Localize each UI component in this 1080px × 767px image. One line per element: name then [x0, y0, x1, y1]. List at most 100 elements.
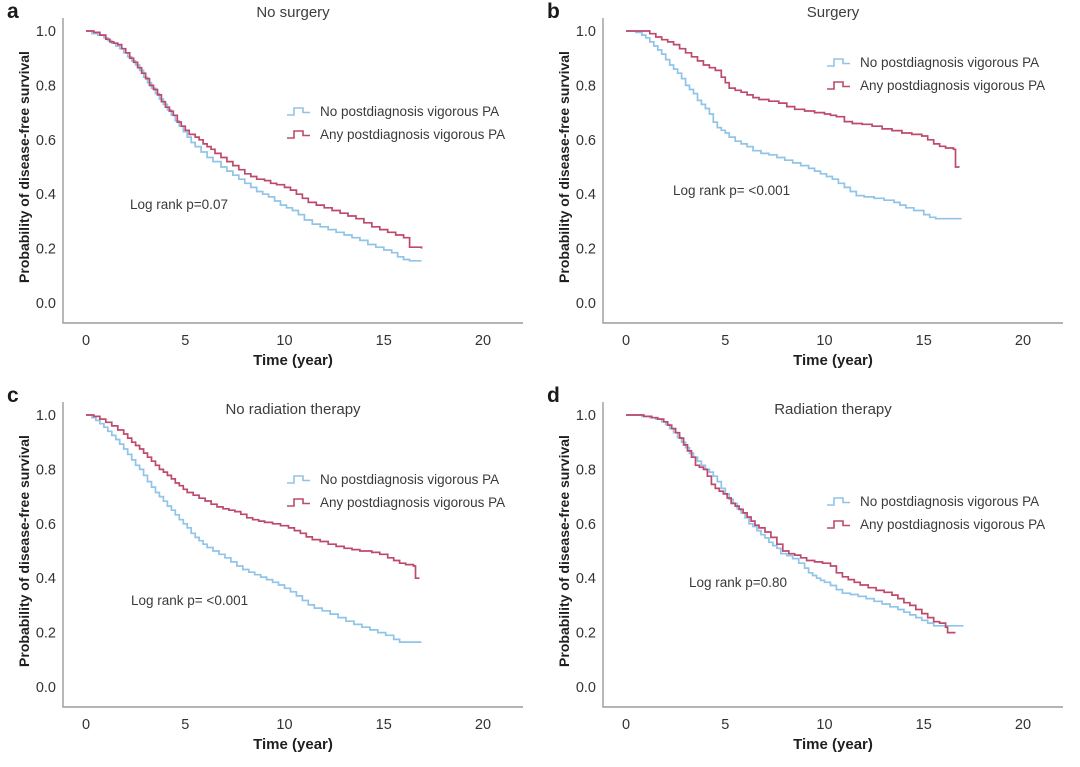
svg-text:1.0: 1.0	[576, 408, 596, 424]
panel-letter: a	[7, 0, 19, 23]
svg-text:0: 0	[82, 717, 90, 733]
log-rank-p-value: Log rank p=0.80	[689, 575, 787, 590]
svg-text:0.8: 0.8	[36, 462, 56, 478]
panel-title: No radiation therapy	[225, 401, 361, 418]
svg-text:1.0: 1.0	[36, 408, 56, 424]
legend: No postdiagnosis vigorous PA Any postdia…	[286, 100, 505, 146]
km-plot-no-surgery: 1.0 0.8 0.6 0.4 0.2 0.0 0 5 10 15 20	[36, 18, 523, 349]
legend: No postdiagnosis vigorous PA Any postdia…	[826, 51, 1045, 97]
legend-label: Any postdiagnosis vigorous PA	[320, 127, 506, 142]
panel-surgery: 1.0 0.8 0.6 0.4 0.2 0.0 0 5 10 15 20 b Surgery Pro…	[540, 0, 1080, 383]
legend-label: No postdiagnosis vigorous PA	[860, 55, 1040, 70]
y-axis-label: Probability of disease-free survival	[556, 51, 572, 283]
legend-item-any-pa: Any postdiagnosis vigorous PA	[826, 74, 1045, 97]
step-line-icon	[827, 520, 850, 529]
x-axis-label: Time (year)	[253, 352, 333, 369]
svg-text:20: 20	[475, 333, 491, 349]
km-plot-no-radiation: 1.0 0.8 0.6 0.4 0.2 0.0 0 5 10 15 20	[36, 402, 523, 733]
svg-text:15: 15	[376, 333, 392, 349]
step-line-icon	[827, 58, 850, 67]
legend-item-no-pa: No postdiagnosis vigorous PA	[826, 490, 1045, 513]
legend-label: No postdiagnosis vigorous PA	[860, 494, 1040, 509]
svg-text:20: 20	[1015, 717, 1031, 733]
svg-text:0.6: 0.6	[576, 133, 596, 149]
panel-radiation-therapy: 1.0 0.8 0.6 0.4 0.2 0.0 0 5 10 15 20 d Radiation t…	[540, 384, 1080, 767]
km-plot-radiation: 1.0 0.8 0.6 0.4 0.2 0.0 0 5 10 15 20	[576, 402, 1063, 733]
legend: No postdiagnosis vigorous PA Any postdia…	[286, 468, 505, 514]
legend: No postdiagnosis vigorous PA Any postdia…	[826, 490, 1045, 536]
legend-label: Any postdiagnosis vigorous PA	[860, 78, 1046, 93]
panel-letter: c	[7, 384, 19, 407]
svg-text:0.0: 0.0	[36, 296, 56, 312]
step-line-icon	[287, 130, 310, 139]
legend-label: Any postdiagnosis vigorous PA	[860, 517, 1046, 532]
svg-text:0.4: 0.4	[36, 187, 56, 203]
panel-title: Surgery	[806, 4, 860, 21]
svg-text:5: 5	[721, 717, 729, 733]
svg-text:0: 0	[622, 717, 630, 733]
panel-letter: b	[547, 0, 560, 23]
log-rank-p-value: Log rank p= <0.001	[673, 183, 791, 198]
km-plot-surgery: 1.0 0.8 0.6 0.4 0.2 0.0 0 5 10 15 20	[576, 18, 1063, 349]
svg-text:0.2: 0.2	[576, 626, 596, 642]
y-axis-label: Probability of disease-free survival	[16, 51, 32, 283]
svg-text:0.0: 0.0	[576, 296, 596, 312]
svg-text:0.4: 0.4	[576, 187, 596, 203]
x-axis-label: Time (year)	[253, 736, 333, 753]
svg-text:20: 20	[1015, 333, 1031, 349]
log-rank-p-value: Log rank p= <0.001	[131, 593, 249, 608]
panel-title: No surgery	[256, 4, 330, 21]
legend-label: No postdiagnosis vigorous PA	[320, 472, 500, 487]
svg-text:1.0: 1.0	[36, 24, 56, 40]
y-axis-label: Probability of disease-free survival	[556, 435, 572, 667]
svg-text:15: 15	[916, 333, 932, 349]
legend-item-no-pa: No postdiagnosis vigorous PA	[286, 100, 505, 123]
legend-item-any-pa: Any postdiagnosis vigorous PA	[286, 123, 505, 146]
svg-text:0.6: 0.6	[36, 517, 56, 533]
svg-text:10: 10	[276, 333, 292, 349]
svg-text:10: 10	[816, 717, 832, 733]
step-line-icon	[287, 107, 310, 116]
svg-text:10: 10	[276, 717, 292, 733]
svg-text:5: 5	[181, 717, 189, 733]
panel-no-radiation-therapy: 1.0 0.8 0.6 0.4 0.2 0.0 0 5 10 15 20 c No radiatio…	[0, 384, 540, 767]
svg-text:15: 15	[376, 717, 392, 733]
legend-item-any-pa: Any postdiagnosis vigorous PA	[286, 491, 505, 514]
panel-letter: d	[547, 384, 560, 407]
svg-text:5: 5	[721, 333, 729, 349]
x-axis-label: Time (year)	[793, 736, 873, 753]
svg-text:1.0: 1.0	[576, 24, 596, 40]
svg-text:0.2: 0.2	[576, 242, 596, 258]
legend-item-no-pa: No postdiagnosis vigorous PA	[826, 51, 1045, 74]
log-rank-p-value: Log rank p=0.07	[130, 197, 228, 212]
svg-text:0: 0	[622, 333, 630, 349]
panel-title: Radiation therapy	[774, 401, 892, 418]
step-line-icon	[827, 497, 850, 506]
svg-text:20: 20	[475, 717, 491, 733]
svg-text:0.6: 0.6	[576, 517, 596, 533]
svg-text:10: 10	[816, 333, 832, 349]
svg-text:0.8: 0.8	[36, 78, 56, 94]
svg-text:0.2: 0.2	[36, 626, 56, 642]
svg-text:0.8: 0.8	[576, 78, 596, 94]
svg-text:5: 5	[181, 333, 189, 349]
svg-text:0.6: 0.6	[36, 133, 56, 149]
legend-item-no-pa: No postdiagnosis vigorous PA	[286, 468, 505, 491]
panel-no-surgery: 1.0 0.8 0.6 0.4 0.2 0.0 0 5 10 15 20 a No surgery …	[0, 0, 540, 383]
legend-label: Any postdiagnosis vigorous PA	[320, 495, 506, 510]
step-line-icon	[287, 475, 310, 484]
svg-text:15: 15	[916, 717, 932, 733]
svg-text:0.4: 0.4	[36, 571, 56, 587]
svg-text:0.0: 0.0	[36, 680, 56, 696]
legend-item-any-pa: Any postdiagnosis vigorous PA	[826, 513, 1045, 536]
x-axis-label: Time (year)	[793, 352, 873, 369]
svg-text:0.8: 0.8	[576, 462, 596, 478]
step-line-icon	[827, 81, 850, 90]
svg-text:0.4: 0.4	[576, 571, 596, 587]
svg-text:0.2: 0.2	[36, 242, 56, 258]
step-line-icon	[287, 498, 310, 507]
svg-text:0: 0	[82, 333, 90, 349]
legend-label: No postdiagnosis vigorous PA	[320, 104, 500, 119]
svg-text:0.0: 0.0	[576, 680, 596, 696]
